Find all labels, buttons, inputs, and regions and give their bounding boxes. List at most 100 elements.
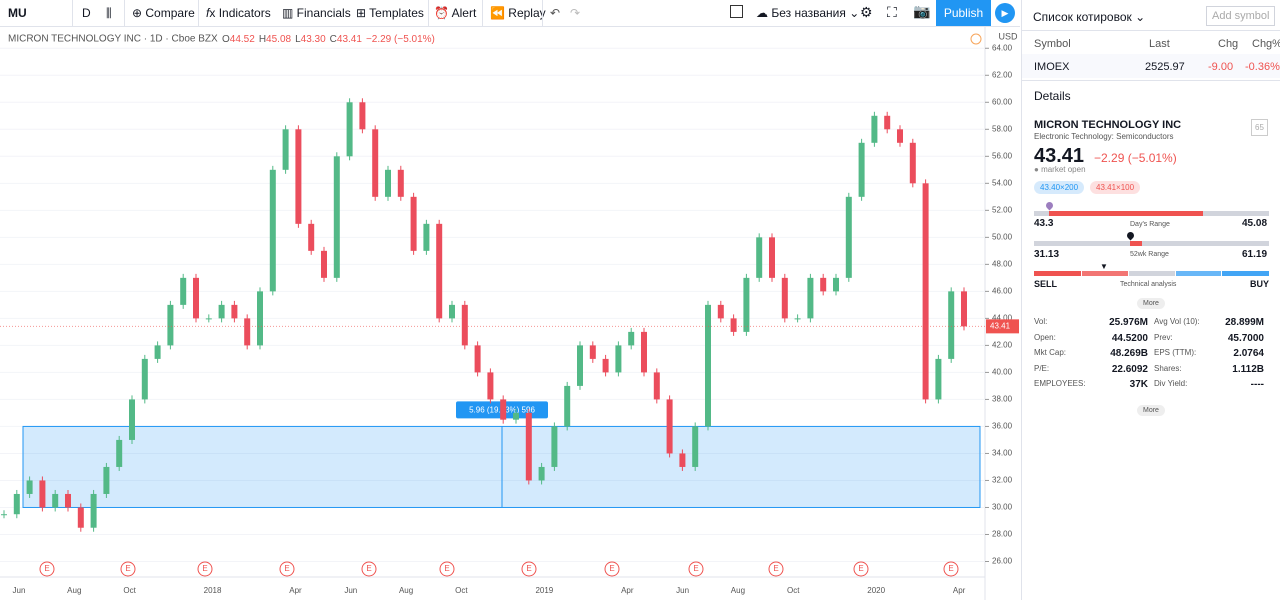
change: −2.29 (−5.01%) [366, 34, 435, 45]
x-tick-label: 2019 [535, 586, 553, 595]
y-tick-label: 28.00 [992, 530, 1013, 539]
y-tick-label: 54.00 [992, 178, 1013, 187]
change: −2.29 (−5.01%) [1094, 151, 1177, 165]
separator [124, 0, 125, 26]
layout-name[interactable]: ☁ Без названия ⌄ [756, 6, 860, 20]
earnings-label: E [366, 564, 371, 573]
select-icon[interactable] [730, 5, 743, 18]
candle [372, 129, 379, 197]
candle [820, 277, 827, 292]
candle [922, 183, 929, 400]
stat-value: 25.976M [1109, 317, 1148, 328]
caption: Technical analysis [1120, 281, 1177, 288]
candle [308, 223, 315, 251]
add-symbol[interactable]: Add symbol [1206, 6, 1276, 26]
redo[interactable]: ↷ [570, 6, 581, 20]
x-tick-label: 2020 [867, 586, 885, 595]
indicators[interactable]: fx Indicators [206, 6, 271, 20]
earnings-label: E [44, 564, 49, 573]
gauge [1222, 271, 1269, 276]
column[interactable]: Last [1149, 38, 1170, 50]
chart-style-icon[interactable]: ⫼ [106, 6, 112, 20]
replay[interactable]: ⏪ Replay [490, 6, 546, 20]
candle [871, 115, 878, 143]
details-heading: Details [1034, 89, 1071, 103]
range-marker [1125, 230, 1136, 241]
y-tick-label: 40.00 [992, 368, 1013, 377]
y-tick-label: 34.00 [992, 449, 1013, 458]
column[interactable]: Chg% [1252, 38, 1280, 50]
y-tick-label: 38.00 [992, 395, 1013, 404]
compare[interactable]: ⊕ Compare [132, 6, 195, 20]
candle [897, 129, 903, 143]
candle [641, 331, 647, 373]
ask: 43.41×100 [1090, 181, 1141, 194]
candle [346, 102, 353, 157]
candle [935, 358, 942, 400]
day-low: 43.3 [1034, 218, 1054, 229]
column[interactable]: Chg [1218, 38, 1239, 50]
fullscreen[interactable]: ⛶ [887, 4, 897, 20]
watchlist-row[interactable]: IMOEX 2525.97 -9.00 -0.36% [1022, 54, 1280, 78]
stat-label: Avg Vol (10): [1154, 317, 1200, 326]
stat-value: 48.269B [1110, 348, 1148, 359]
badge: 65 [1251, 119, 1268, 136]
x-tick-label: Jun [676, 586, 689, 595]
candle [461, 304, 468, 346]
stat-value: ---- [1250, 379, 1264, 390]
more[interactable]: More [1137, 298, 1165, 309]
candle [884, 115, 891, 130]
currency: USD [998, 31, 1018, 41]
candle [180, 277, 187, 305]
sidebar: Список котировок ⌄ Add symbol Symbol Las… [1021, 0, 1280, 600]
stat-label: Div Yield: [1154, 379, 1188, 388]
watchlist-title[interactable]: Список котировок ⌄ [1033, 10, 1146, 24]
screenshot[interactable]: 📷 [913, 3, 931, 19]
play[interactable]: ▶ [995, 3, 1015, 23]
financials[interactable]: ▥ Financials [282, 6, 351, 20]
undo[interactable]: ↶ [550, 6, 561, 20]
templates[interactable]: ⊞ Templates [356, 6, 424, 20]
y-tick-label: 32.00 [992, 476, 1013, 485]
candle [26, 480, 33, 494]
earnings-marker [120, 561, 136, 577]
earnings-label: E [609, 564, 614, 573]
y-tick-label: 58.00 [992, 124, 1013, 133]
day-high: 45.08 [1242, 218, 1268, 229]
symbol[interactable]: MU [8, 6, 27, 20]
price: 43.41 [1034, 145, 1085, 167]
stat-value: 22.6092 [1111, 363, 1148, 375]
publish[interactable]: Publish [936, 0, 991, 26]
y-tick-label: 36.00 [992, 422, 1013, 431]
stat-value: 37K [1129, 379, 1148, 390]
candle [333, 156, 340, 278]
y-tick-label: 64.00 [992, 43, 1013, 52]
earnings-marker [439, 561, 455, 577]
candle [397, 169, 404, 197]
range-marker [1044, 200, 1054, 211]
more[interactable]: More [1137, 405, 1165, 416]
y-tick-label: 26.00 [992, 557, 1013, 566]
candle [231, 304, 238, 319]
chg: -9.00 [1208, 61, 1234, 73]
column[interactable]: Symbol [1034, 38, 1071, 50]
alert-icon[interactable] [970, 33, 982, 45]
x-tick-label: Jun [344, 586, 357, 595]
candle [513, 412, 519, 420]
stat-label: Mkt Cap: [1034, 348, 1067, 357]
earnings-label: E [526, 564, 531, 573]
company-name: MICRON TECHNOLOGY INC [1034, 119, 1182, 131]
x-tick-label: Aug [399, 586, 413, 595]
stat-value: 45.7000 [1227, 332, 1264, 344]
earnings-marker [521, 561, 537, 577]
alert[interactable]: ⏰ Alert [434, 6, 477, 20]
earnings-label: E [693, 564, 698, 573]
interval[interactable]: D [82, 6, 91, 20]
earnings-marker [361, 561, 377, 577]
settings[interactable]: ⚙ [860, 4, 873, 20]
candle [129, 399, 135, 440]
candle [269, 169, 276, 292]
candle [257, 291, 263, 346]
ohlc-key: O [222, 34, 230, 45]
chg-pct: -0.36% [1245, 61, 1280, 73]
